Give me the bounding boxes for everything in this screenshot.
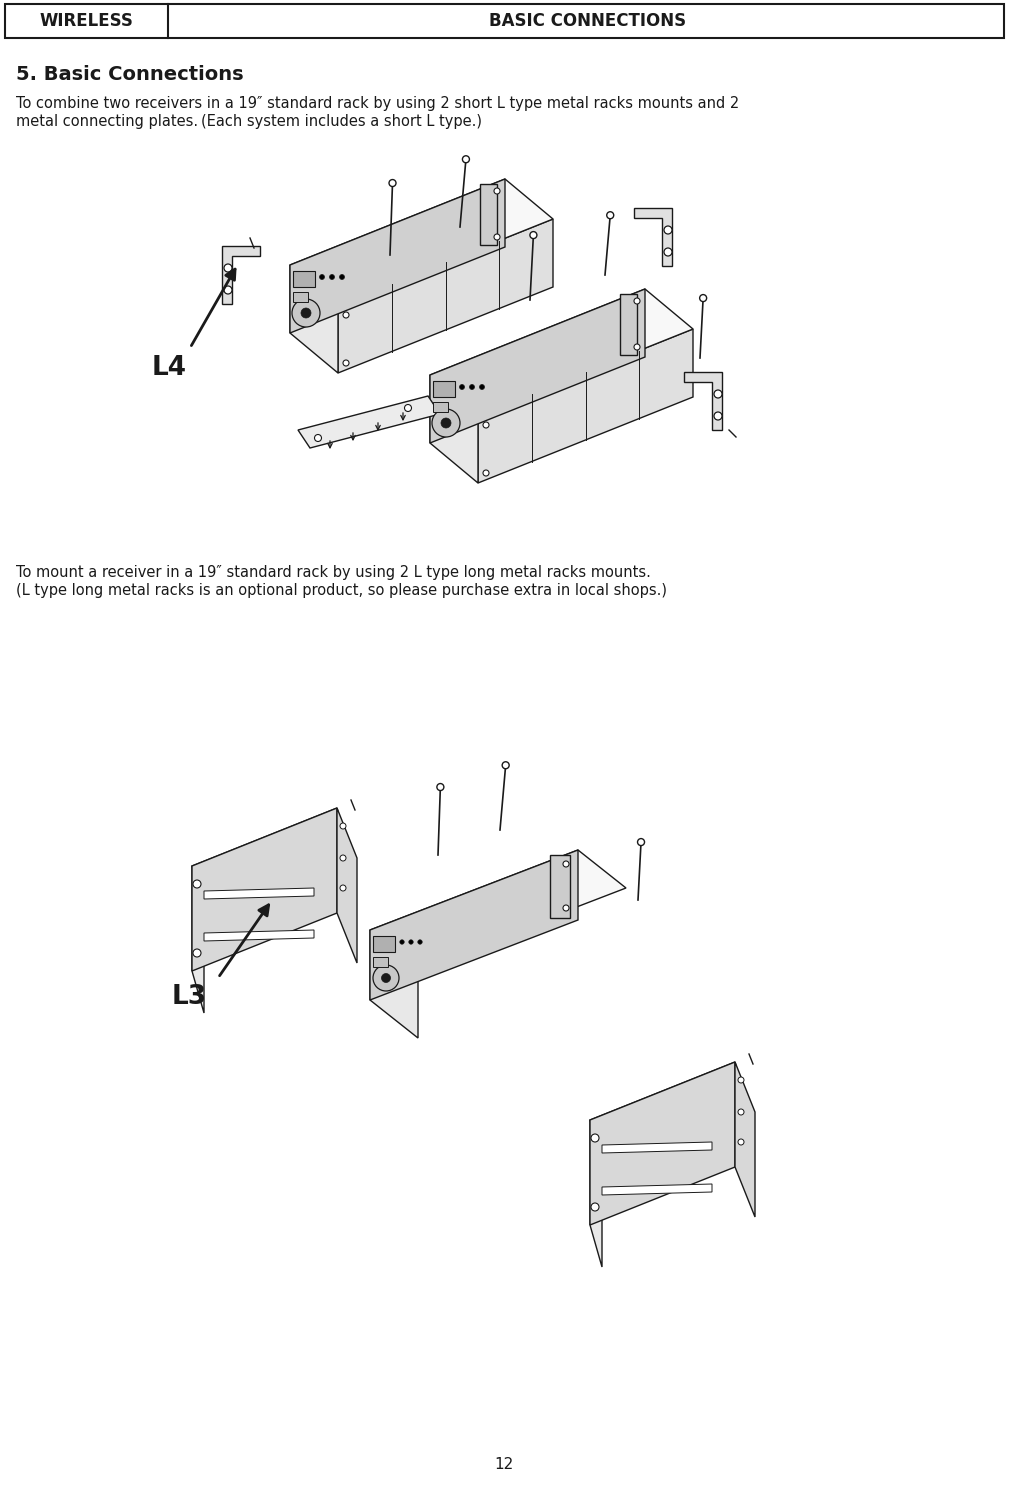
Polygon shape xyxy=(298,397,440,448)
Polygon shape xyxy=(550,855,570,918)
Polygon shape xyxy=(684,371,722,430)
Circle shape xyxy=(738,1076,744,1082)
Bar xyxy=(5,4,1004,37)
Polygon shape xyxy=(370,930,418,1037)
Circle shape xyxy=(591,1204,599,1211)
Circle shape xyxy=(409,940,414,945)
Bar xyxy=(433,403,448,412)
Circle shape xyxy=(381,973,390,982)
Polygon shape xyxy=(602,1184,712,1195)
Polygon shape xyxy=(430,376,478,484)
Circle shape xyxy=(340,855,346,861)
Circle shape xyxy=(432,409,460,437)
Text: 12: 12 xyxy=(494,1457,514,1472)
Polygon shape xyxy=(222,246,260,304)
Polygon shape xyxy=(478,329,693,484)
Text: 5. Basic Connections: 5. Basic Connections xyxy=(16,64,243,84)
Polygon shape xyxy=(590,1120,602,1266)
Polygon shape xyxy=(192,808,337,972)
Polygon shape xyxy=(430,289,693,415)
Circle shape xyxy=(483,470,489,476)
Polygon shape xyxy=(338,219,553,373)
Circle shape xyxy=(193,880,201,888)
Text: L4: L4 xyxy=(152,355,187,382)
Text: To mount a receiver in a 19″ standard rack by using 2 L type long metal racks mo: To mount a receiver in a 19″ standard ra… xyxy=(16,564,651,579)
Circle shape xyxy=(320,274,325,280)
Circle shape xyxy=(483,422,489,428)
Circle shape xyxy=(634,298,640,304)
Circle shape xyxy=(373,966,399,991)
Text: BASIC CONNECTIONS: BASIC CONNECTIONS xyxy=(489,12,686,30)
Polygon shape xyxy=(290,180,504,332)
Polygon shape xyxy=(430,289,645,443)
Polygon shape xyxy=(370,850,626,969)
Polygon shape xyxy=(602,1142,712,1153)
Polygon shape xyxy=(204,888,314,900)
Circle shape xyxy=(418,940,422,945)
Circle shape xyxy=(563,906,569,912)
Polygon shape xyxy=(480,184,497,246)
Circle shape xyxy=(441,418,451,428)
Circle shape xyxy=(343,311,349,317)
Circle shape xyxy=(634,344,640,350)
Polygon shape xyxy=(290,265,338,373)
Circle shape xyxy=(224,286,232,293)
Circle shape xyxy=(469,385,474,389)
Circle shape xyxy=(714,391,722,398)
Circle shape xyxy=(301,308,311,317)
Circle shape xyxy=(502,762,510,769)
Circle shape xyxy=(292,299,320,326)
Circle shape xyxy=(738,1139,744,1145)
Polygon shape xyxy=(590,1061,735,1225)
Polygon shape xyxy=(370,850,578,1000)
Polygon shape xyxy=(204,930,314,942)
Bar xyxy=(293,292,308,302)
Bar xyxy=(373,936,395,952)
Circle shape xyxy=(339,274,344,280)
Bar xyxy=(293,271,315,287)
Polygon shape xyxy=(620,293,637,355)
Circle shape xyxy=(405,404,412,412)
Circle shape xyxy=(591,1135,599,1142)
Circle shape xyxy=(224,263,232,272)
Circle shape xyxy=(343,359,349,365)
Circle shape xyxy=(193,949,201,957)
Polygon shape xyxy=(735,1061,755,1217)
Circle shape xyxy=(400,940,405,945)
Circle shape xyxy=(664,226,672,234)
Polygon shape xyxy=(192,808,349,909)
Text: metal connecting plates. (Each system includes a short L type.): metal connecting plates. (Each system in… xyxy=(16,114,482,129)
Polygon shape xyxy=(290,180,553,305)
Circle shape xyxy=(340,885,346,891)
Text: WIRELESS: WIRELESS xyxy=(39,12,133,30)
Text: L3: L3 xyxy=(172,984,207,1010)
Circle shape xyxy=(315,434,322,442)
Polygon shape xyxy=(634,208,672,266)
Circle shape xyxy=(389,180,396,187)
Polygon shape xyxy=(192,865,204,1013)
Circle shape xyxy=(714,412,722,421)
Circle shape xyxy=(530,232,537,238)
Bar xyxy=(373,957,388,967)
Circle shape xyxy=(462,156,469,163)
Circle shape xyxy=(459,385,464,389)
Text: (L type long metal racks is an optional product, so please purchase extra in loc: (L type long metal racks is an optional … xyxy=(16,582,667,597)
Polygon shape xyxy=(590,1061,747,1162)
Polygon shape xyxy=(337,808,357,963)
Circle shape xyxy=(494,234,500,240)
Circle shape xyxy=(494,189,500,195)
Circle shape xyxy=(340,823,346,829)
Circle shape xyxy=(563,861,569,867)
Text: To combine two receivers in a 19″ standard rack by using 2 short L type metal ra: To combine two receivers in a 19″ standa… xyxy=(16,96,740,111)
Circle shape xyxy=(479,385,484,389)
Circle shape xyxy=(330,274,335,280)
Circle shape xyxy=(738,1109,744,1115)
Circle shape xyxy=(606,211,613,219)
Bar xyxy=(433,382,455,397)
Circle shape xyxy=(664,249,672,256)
Circle shape xyxy=(437,783,444,790)
Circle shape xyxy=(699,295,706,301)
Circle shape xyxy=(638,838,645,846)
